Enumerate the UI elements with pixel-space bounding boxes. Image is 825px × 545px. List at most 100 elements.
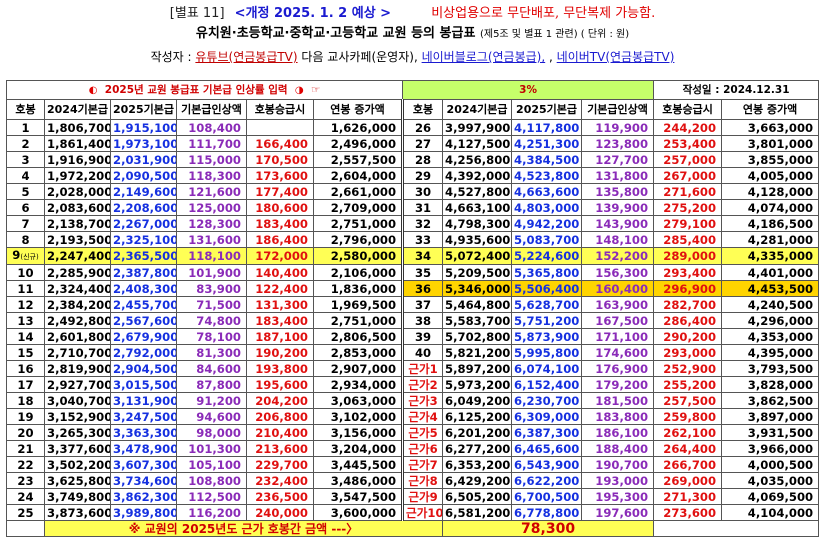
value-cell: 5,995,800 <box>511 344 583 361</box>
value-cell: 122,400 <box>246 280 314 297</box>
value-cell: 1,969,500 <box>312 296 404 313</box>
value-cell: 2,365,500 <box>110 247 177 265</box>
value-cell: 273,600 <box>653 504 723 521</box>
step-cell: 11 <box>6 280 45 297</box>
value-cell: 2,138,700 <box>44 215 111 232</box>
youtube-link[interactable]: 유튜브(연금봉급TV) <box>195 50 298 64</box>
value-cell: 3,377,600 <box>44 440 111 457</box>
value-cell: 3,873,600 <box>44 504 111 521</box>
value-cell: 193,800 <box>246 360 314 377</box>
salary-table: ◐ 2025년 교원 봉급표 기본급 인상률 입력 ◑ ☞ 3% 작성일 : 2… <box>5 80 820 537</box>
value-cell: 4,384,500 <box>511 151 583 168</box>
step-cell: 10 <box>6 264 45 281</box>
value-cell: 2,384,200 <box>44 296 111 313</box>
value-cell: 183,400 <box>246 312 314 329</box>
value-cell: 2,806,500 <box>312 328 404 345</box>
table-row: 21 3,377,600 3,478,900 101,300 213,600 3,204,… <box>6 440 820 457</box>
step-cell: 근가8 <box>401 472 444 489</box>
author-label: 작성자 : <box>150 50 192 64</box>
value-cell: 4,935,600 <box>442 231 513 248</box>
value-cell: 125,000 <box>176 199 247 216</box>
value-cell: 6,201,200 <box>442 424 513 441</box>
value-cell: 285,400 <box>653 231 723 248</box>
value-cell: 1,626,000 <box>312 119 404 136</box>
table-row: 16 2,819,900 2,904,500 84,600 193,800 2,907,0… <box>6 360 820 377</box>
value-cell: 255,200 <box>653 376 723 393</box>
value-cell: 115,000 <box>176 151 247 168</box>
value-cell: 2,028,000 <box>44 183 111 200</box>
rate-input-cell[interactable]: 3% <box>402 80 655 100</box>
step-cell: 3 <box>6 151 45 168</box>
value-cell: 3,793,500 <box>721 360 820 377</box>
value-cell: 5,346,000 <box>442 280 513 297</box>
footer-blank <box>653 520 820 537</box>
value-cell: 156,300 <box>581 264 655 281</box>
value-cell: 183,400 <box>246 215 314 232</box>
value-cell: 2,149,600 <box>110 183 177 200</box>
value-cell: 232,400 <box>246 472 314 489</box>
footer-value: 78,300 <box>442 520 655 537</box>
table-row: 12 2,384,200 2,455,700 71,500 131,300 1,969,5… <box>6 296 820 313</box>
value-cell: 4,523,800 <box>511 167 583 184</box>
value-cell: 121,600 <box>176 183 247 200</box>
rate-input-label-cell: ◐ 2025년 교원 봉급표 기본급 인상률 입력 ◑ ☞ <box>5 80 404 100</box>
value-cell: 3,855,000 <box>721 151 820 168</box>
value-cell: 78,100 <box>176 328 247 345</box>
value-cell: 236,500 <box>246 488 314 505</box>
naver-blog-link[interactable]: 네이버블로그(연금봉급), <box>421 50 546 64</box>
pointer-icon: ☞ <box>310 83 321 96</box>
value-cell: 1,861,400 <box>44 135 111 152</box>
value-cell: 2,031,900 <box>110 151 177 168</box>
value-cell: 3,997,900 <box>442 119 513 136</box>
step-cell: 근가4 <box>401 408 444 425</box>
value-cell: 195,600 <box>246 376 314 393</box>
value-cell: 4,281,000 <box>721 231 820 248</box>
value-cell: 296,900 <box>653 280 723 297</box>
value-cell: 293,000 <box>653 344 723 361</box>
header-title: 유치원·초등학교·중학교·고등학교 교원 등의 봉급표 (제5조 및 별표 1 … <box>0 24 825 44</box>
value-cell: 174,600 <box>581 344 655 361</box>
rate-value[interactable]: 3% <box>519 84 537 96</box>
value-cell: 172,000 <box>246 247 314 265</box>
value-cell: 131,800 <box>581 167 655 184</box>
value-cell: 3,931,500 <box>721 424 820 441</box>
rate-input-label: 2025년 교원 봉급표 기본급 인상률 입력 <box>104 83 288 96</box>
value-cell: 267,000 <box>653 167 723 184</box>
value-cell: 3,486,000 <box>312 472 404 489</box>
value-cell: 3,204,000 <box>312 440 404 457</box>
table-row: 24 3,749,800 3,862,300 112,500 236,500 3,547,… <box>6 488 820 505</box>
value-cell: 2,455,700 <box>110 296 177 313</box>
value-cell: 3,265,300 <box>44 424 111 441</box>
value-cell: 2,496,000 <box>312 135 404 152</box>
value-cell: 127,700 <box>581 151 655 168</box>
naver-tv-link[interactable]: 네이버TV(연금봉급TV) <box>556 50 675 64</box>
value-cell: 119,900 <box>581 119 655 136</box>
footer-row: ※ 교원의 2025년도 근가 호봉간 금액 ---〉 78,300 <box>6 520 820 537</box>
step-cell: 2 <box>6 135 45 152</box>
value-cell: 3,897,000 <box>721 408 820 425</box>
step-cell: 18 <box>6 392 45 409</box>
table-row: 15 2,710,700 2,792,000 81,300 190,200 2,853,0… <box>6 344 820 361</box>
value-cell: 6,049,200 <box>442 392 513 409</box>
value-cell: 180,600 <box>246 199 314 216</box>
value-cell: 5,628,700 <box>511 296 583 313</box>
value-cell: 4,798,300 <box>442 215 513 232</box>
value-cell: 5,083,700 <box>511 231 583 248</box>
value-cell: 6,152,400 <box>511 376 583 393</box>
column-header: 기본급인상액 <box>581 99 655 120</box>
value-cell: 74,800 <box>176 312 247 329</box>
step-cell: 32 <box>401 215 444 232</box>
value-cell: 2,193,500 <box>44 231 111 248</box>
value-cell: 6,700,500 <box>511 488 583 505</box>
table-row: 18 3,040,700 3,131,900 91,200 204,200 3,063,0… <box>6 392 820 409</box>
value-cell: 4,296,000 <box>721 312 820 329</box>
step-cell: 27 <box>401 135 444 152</box>
value-cell: 5,821,200 <box>442 344 513 361</box>
step-cell: 근가6 <box>401 440 444 457</box>
value-cell: 2,285,900 <box>44 264 111 281</box>
value-cell: 229,700 <box>246 456 314 473</box>
value-cell: 289,000 <box>653 247 723 265</box>
value-cell: 160,400 <box>581 280 655 297</box>
value-cell: 1,972,200 <box>44 167 111 184</box>
value-cell: 5,224,600 <box>511 247 583 265</box>
